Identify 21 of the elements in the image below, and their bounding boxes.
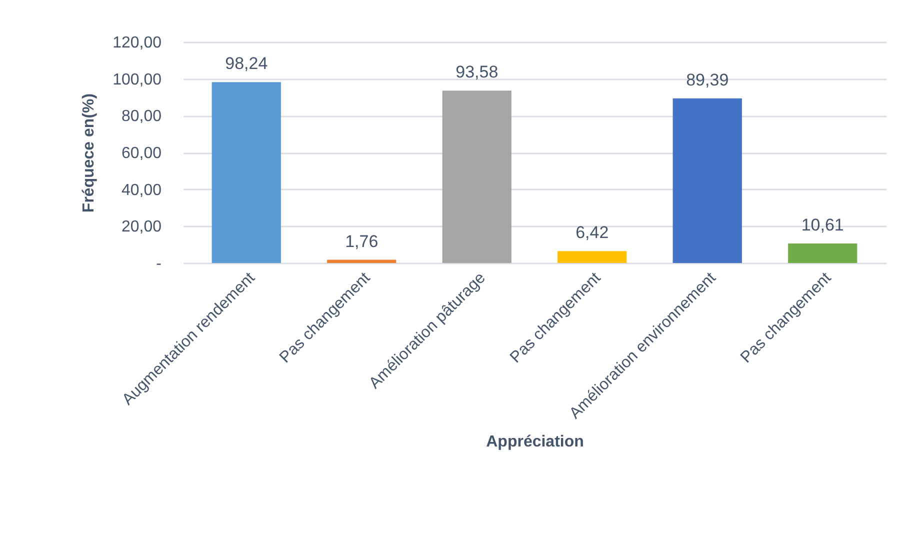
data-label: 89,39 xyxy=(686,70,729,90)
data-label: 1,76 xyxy=(345,232,378,251)
bar xyxy=(788,243,858,263)
y-tick-label: 120,00 xyxy=(112,34,162,52)
bar xyxy=(558,251,627,263)
bar xyxy=(327,260,396,263)
y-tick-label: 60,00 xyxy=(121,145,162,162)
y-tick-label: 40,00 xyxy=(121,182,162,199)
data-label: 6,42 xyxy=(576,223,609,242)
bar xyxy=(442,90,512,263)
y-tick-label: 100,00 xyxy=(112,71,162,88)
bar xyxy=(672,98,742,263)
data-label: 98,24 xyxy=(225,54,268,74)
data-label: 10,61 xyxy=(801,215,844,234)
y-tick-label: 20,00 xyxy=(121,218,162,236)
bar xyxy=(212,82,281,263)
y-axis-title: Fréquece en(%) xyxy=(80,93,98,213)
y-tick-label: - xyxy=(156,256,162,272)
y-tick-label: 80,00 xyxy=(121,108,162,126)
data-label: 93,58 xyxy=(456,62,498,82)
x-axis-title: Appréciation xyxy=(486,434,584,451)
